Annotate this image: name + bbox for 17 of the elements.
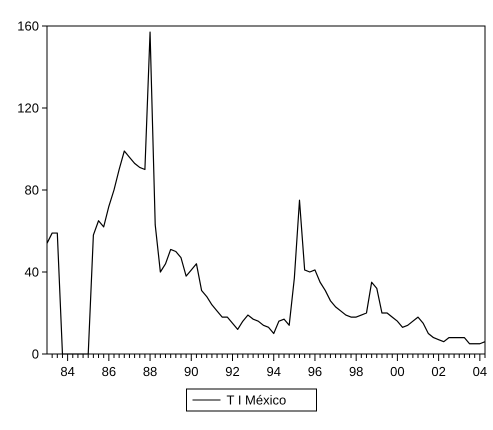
y-tick-label: 40 — [24, 264, 39, 280]
x-tick-label: 92 — [225, 364, 240, 379]
x-tick-label: 04 — [472, 364, 488, 379]
x-tick-label: 02 — [431, 364, 446, 379]
y-tick-label: 80 — [24, 182, 39, 198]
y-tick-label: 0 — [32, 346, 39, 362]
x-tick-label: 00 — [390, 364, 405, 379]
y-tick-label: 160 — [17, 18, 39, 34]
x-tick-label: 94 — [266, 364, 281, 379]
x-tick-label: 90 — [184, 364, 199, 379]
x-tick-label: 86 — [102, 364, 116, 379]
x-tick-label: 98 — [348, 364, 364, 379]
y-tick-label: 120 — [17, 100, 39, 116]
x-tick-label: 88 — [142, 364, 158, 379]
x-tick-label: 84 — [60, 364, 75, 379]
legend-label: T I México — [226, 392, 286, 408]
x-tick-label: 96 — [308, 364, 322, 379]
